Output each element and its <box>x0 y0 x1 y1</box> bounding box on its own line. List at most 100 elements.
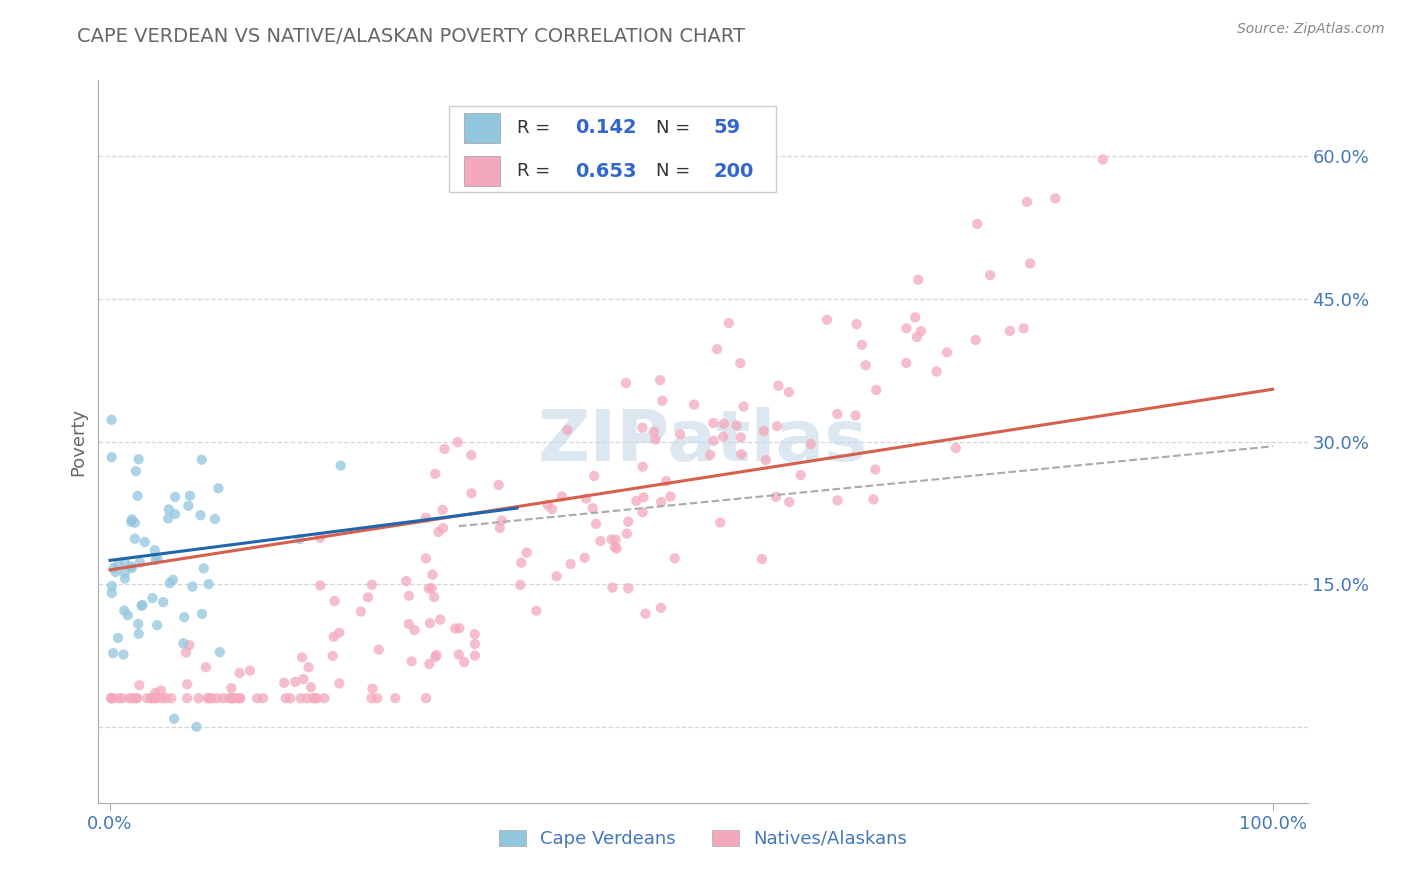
Point <box>907 273 929 287</box>
Point <box>447 648 470 662</box>
Point <box>297 660 319 674</box>
Point <box>121 691 143 706</box>
Point <box>427 524 450 539</box>
Point <box>165 507 187 521</box>
Point <box>865 383 887 397</box>
Point <box>328 676 350 690</box>
Point <box>302 691 325 706</box>
Point <box>896 356 918 370</box>
Point <box>447 435 470 450</box>
Point <box>179 638 201 652</box>
Point <box>221 691 243 706</box>
Point <box>464 627 486 641</box>
Point <box>118 691 141 706</box>
Point <box>575 491 598 506</box>
Point <box>699 448 721 462</box>
Point <box>725 418 748 433</box>
Point <box>1019 256 1042 270</box>
Point <box>145 686 167 700</box>
Point <box>197 691 219 706</box>
Point <box>141 691 163 706</box>
Point <box>602 581 624 595</box>
Point <box>128 678 150 692</box>
Point <box>112 648 135 662</box>
Text: CAPE VERDEAN VS NATIVE/ALASKAN POVERTY CORRELATION CHART: CAPE VERDEAN VS NATIVE/ALASKAN POVERTY C… <box>77 27 745 45</box>
Point <box>398 589 420 603</box>
Point <box>419 616 441 631</box>
Point <box>415 551 437 566</box>
Point <box>425 650 447 665</box>
Point <box>449 621 471 635</box>
Point <box>128 452 150 467</box>
Point <box>605 533 627 547</box>
Point <box>150 691 173 706</box>
Point <box>357 591 380 605</box>
Point <box>143 543 166 558</box>
Point <box>328 625 350 640</box>
Point <box>212 691 235 706</box>
Point <box>614 376 637 390</box>
Point <box>163 712 186 726</box>
Point <box>187 691 209 706</box>
Point <box>603 540 626 554</box>
Point <box>589 534 612 549</box>
Point <box>157 511 180 525</box>
Point <box>460 448 482 462</box>
Point <box>509 578 531 592</box>
Point <box>367 642 389 657</box>
Point <box>536 498 558 512</box>
Text: R =: R = <box>517 162 555 180</box>
Point <box>143 691 166 706</box>
Point <box>117 608 139 623</box>
Point <box>444 622 467 636</box>
Point <box>778 385 800 400</box>
Point <box>617 581 640 595</box>
Text: 0.142: 0.142 <box>575 119 637 137</box>
Point <box>103 646 125 660</box>
Point <box>201 691 224 706</box>
Point <box>766 419 789 434</box>
Point <box>204 512 226 526</box>
Point <box>141 591 163 605</box>
Point <box>145 691 167 706</box>
Point <box>225 691 247 706</box>
Point <box>422 567 444 582</box>
Point <box>432 521 454 535</box>
Point <box>309 531 332 545</box>
Point <box>650 373 672 387</box>
Point <box>290 691 312 706</box>
Point <box>162 573 184 587</box>
Point <box>420 581 443 595</box>
Point <box>284 674 307 689</box>
Point <box>401 654 423 668</box>
Point <box>711 429 734 443</box>
Point <box>606 541 628 556</box>
Point <box>516 546 538 560</box>
Point <box>221 691 243 706</box>
Point <box>998 324 1021 338</box>
Point <box>713 417 735 431</box>
Point <box>273 675 295 690</box>
Point <box>111 691 134 706</box>
Point <box>1015 194 1038 209</box>
Point <box>904 310 927 325</box>
Point <box>157 502 180 516</box>
Point <box>207 481 229 495</box>
Point <box>650 600 672 615</box>
Point <box>631 505 654 519</box>
Point <box>936 345 959 359</box>
Point <box>305 691 328 706</box>
Point <box>176 677 198 691</box>
Point <box>585 516 607 531</box>
Point <box>134 535 156 549</box>
Point <box>146 618 169 632</box>
Point <box>1012 321 1035 335</box>
Point <box>101 579 124 593</box>
Point <box>524 604 547 618</box>
Point <box>314 691 336 706</box>
Point <box>488 478 510 492</box>
Point <box>174 645 197 659</box>
Point <box>159 576 181 591</box>
Point <box>121 512 143 526</box>
Point <box>221 691 243 706</box>
